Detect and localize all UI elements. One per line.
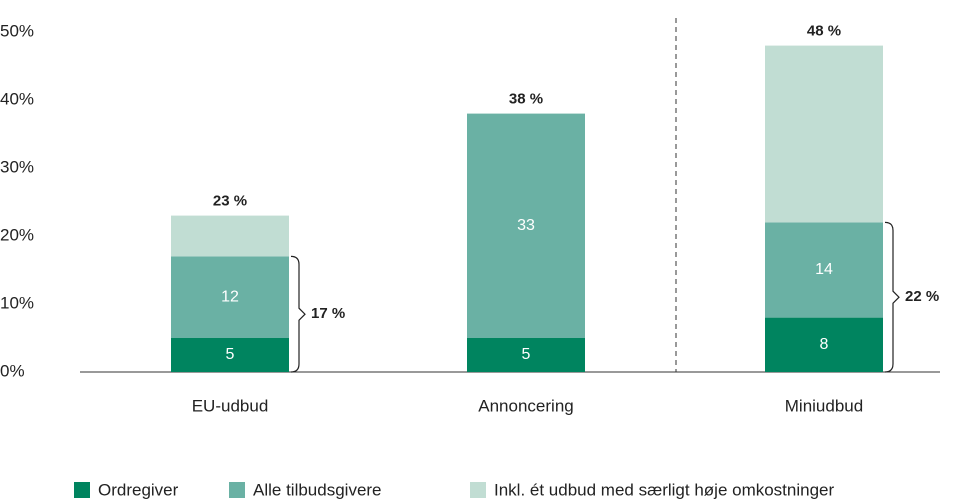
total-label: 48 %: [807, 23, 841, 40]
segment-label: 5: [522, 346, 531, 363]
legend-swatch: [470, 482, 486, 498]
bar-segment: [765, 45, 883, 223]
y-tick-label: 30%: [0, 157, 34, 176]
x-tick-label: Miniudbud: [785, 396, 863, 415]
legend-swatch: [74, 482, 90, 498]
bar-segment: [171, 256, 289, 338]
segment-label: 14: [815, 261, 833, 278]
bar-segment: [765, 222, 883, 318]
x-tick-label: EU-udbud: [192, 396, 269, 415]
segment-label: 8: [820, 336, 829, 353]
bracket-label: 22 %: [905, 288, 939, 305]
segment-label: 12: [221, 288, 239, 305]
segment-label: 33: [517, 217, 535, 234]
x-tick-label: Annoncering: [478, 396, 573, 415]
bar-segment: [171, 338, 289, 372]
total-label: 23 %: [213, 193, 247, 210]
segment-label: 5: [226, 346, 235, 363]
legend-label: Ordregiver: [98, 480, 179, 499]
y-tick-label: 50%: [0, 21, 34, 40]
bar-segment: [765, 317, 883, 372]
legend-label: Alle tilbudsgivere: [253, 480, 382, 499]
y-tick-label: 0%: [0, 361, 25, 380]
bar-segment: [467, 338, 585, 372]
y-tick-label: 20%: [0, 225, 34, 244]
bar-segment: [467, 113, 585, 338]
legend-swatch: [229, 482, 245, 498]
bracket: [290, 255, 306, 373]
total-label: 38 %: [509, 91, 543, 108]
bar-segment: [171, 215, 289, 257]
y-tick-label: 40%: [0, 89, 34, 108]
bracket-label: 17 %: [311, 305, 345, 322]
bracket: [884, 221, 900, 373]
legend-label: Inkl. ét udbud med særligt høje omkostni…: [494, 480, 835, 499]
y-tick-label: 10%: [0, 293, 34, 312]
